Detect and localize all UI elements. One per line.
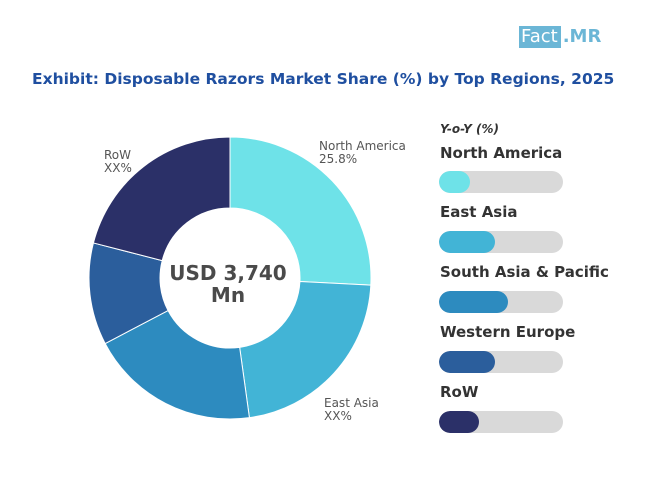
donut-slice-east-asia (239, 280, 372, 419)
slice-label-name: North America (319, 139, 406, 153)
donut-center-label: USD 3,740 Mn (163, 262, 293, 306)
slice-label-name: RoW (104, 148, 132, 162)
yoy-bar-fill (439, 171, 470, 193)
logo-part-2: .MR (562, 26, 602, 47)
market-size-unit: Mn (210, 283, 246, 307)
yoy-bar-row (439, 411, 563, 433)
donut-slice-north-america (229, 136, 372, 286)
legend-heading: Y-o-Y (%) (440, 122, 500, 136)
slice-label-name: East Asia (324, 396, 379, 410)
yoy-bar-fill (439, 231, 495, 253)
yoy-bar-north-america (439, 171, 563, 193)
slice-label-value: XX% (324, 409, 352, 423)
slice-label-north-america: North America 25.8% (319, 140, 406, 166)
logo-part-1: Fact (519, 26, 561, 48)
legend-label-row: RoW (440, 383, 479, 401)
factmr-logo: Fact .MR (519, 26, 601, 48)
yoy-bar-fill (439, 351, 495, 373)
legend-label-east-asia: East Asia (440, 203, 518, 221)
yoy-bar-fill (439, 291, 509, 313)
yoy-bar-south-asia-pacific (439, 291, 563, 313)
slice-label-value: XX% (104, 161, 132, 175)
slice-label-row: RoW XX% (104, 149, 132, 175)
legend-label-north-america: North America (440, 144, 563, 162)
yoy-bar-fill (439, 411, 479, 433)
donut-slice-south-asia-pacific (104, 309, 250, 420)
chart-title: Exhibit: Disposable Razors Market Share … (32, 70, 615, 88)
slice-label-east-asia: East Asia XX% (324, 397, 379, 423)
yoy-bar-east-asia (439, 231, 563, 253)
market-size-value: USD 3,740 (169, 261, 287, 285)
yoy-bar-western-europe (439, 351, 563, 373)
legend-label-south-asia-pacific: South Asia & Pacific (440, 263, 609, 281)
legend-label-western-europe: Western Europe (440, 323, 576, 341)
slice-label-value: 25.8% (319, 152, 358, 166)
donut-slice-row (92, 136, 231, 262)
